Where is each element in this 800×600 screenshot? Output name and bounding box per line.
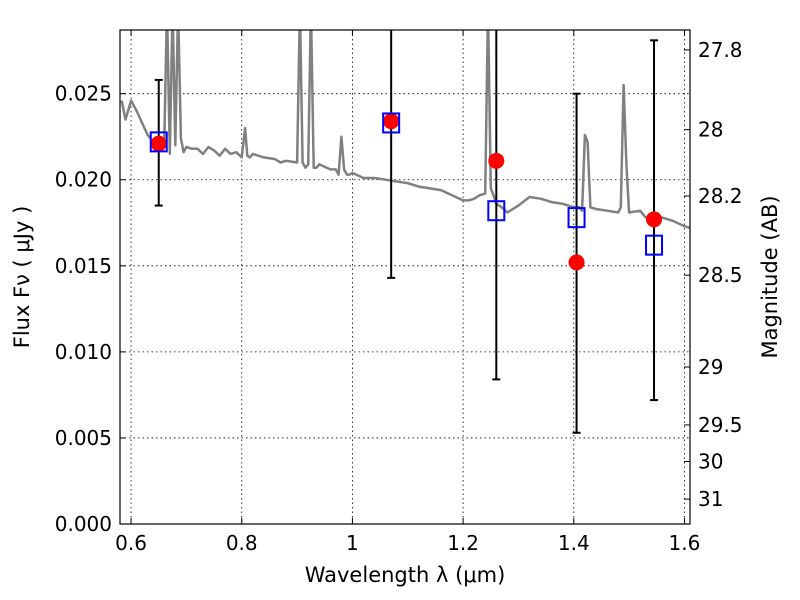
data-point-circle <box>383 113 400 130</box>
plot-background <box>120 30 690 524</box>
right-tick-label: 29 <box>698 355 723 379</box>
y-tick-label: 0.010 <box>55 340 112 364</box>
y-tick-label: 0.025 <box>55 82 112 106</box>
y-tick-label: 0.005 <box>55 426 112 450</box>
x-axis-label: Wavelength λ (μm) <box>305 563 506 587</box>
plot-frame <box>119 29 691 525</box>
data-point-circle <box>568 254 585 271</box>
data-point-square <box>487 200 506 222</box>
y-axis-ticks: 0.000 0.005 0.010 0.015 0.020 0.025 <box>55 82 126 536</box>
data-markers <box>149 112 664 271</box>
x-tick-label: 0.8 <box>226 531 258 555</box>
y-tick-label: 0.015 <box>55 254 112 278</box>
y-tick-label: 0.020 <box>55 168 112 192</box>
right-tick-label: 27.8 <box>698 38 743 62</box>
data-point-square <box>382 112 401 134</box>
data-point-circle <box>150 135 167 152</box>
right-tick-label: 28.2 <box>698 184 743 208</box>
right-tick-label: 28 <box>698 118 723 142</box>
right-tick-label: 28.5 <box>698 263 743 287</box>
right-tick-label: 31 <box>698 487 723 511</box>
x-tick-label: 1.4 <box>558 531 590 555</box>
right-tick-label: 29.5 <box>698 413 743 437</box>
right-axis-ticks: 27.8 28 28.2 28.5 29 29.5 30 31 <box>684 38 743 511</box>
data-point-circle <box>646 211 663 228</box>
x-tick-label: 1 <box>346 531 359 555</box>
data-point-circle <box>488 152 505 169</box>
model-spectrum-line <box>120 30 690 230</box>
y-axis-label: Flux Fν ( μJy ) <box>10 206 34 349</box>
x-axis-ticks: 0.6 0.8 1 1.2 1.4 1.6 <box>115 30 700 555</box>
x-tick-label: 0.6 <box>115 531 147 555</box>
x-tick-label: 1.6 <box>669 531 701 555</box>
data-point-square <box>149 131 168 153</box>
x-tick-label: 1.2 <box>447 531 479 555</box>
right-axis-label: Magnitude (AB) <box>758 195 782 358</box>
y-tick-label: 0.000 <box>55 512 112 536</box>
model-spectrum <box>120 30 690 230</box>
data-point-square <box>645 234 664 256</box>
right-tick-label: 30 <box>698 450 723 474</box>
data-point-square <box>567 207 586 229</box>
